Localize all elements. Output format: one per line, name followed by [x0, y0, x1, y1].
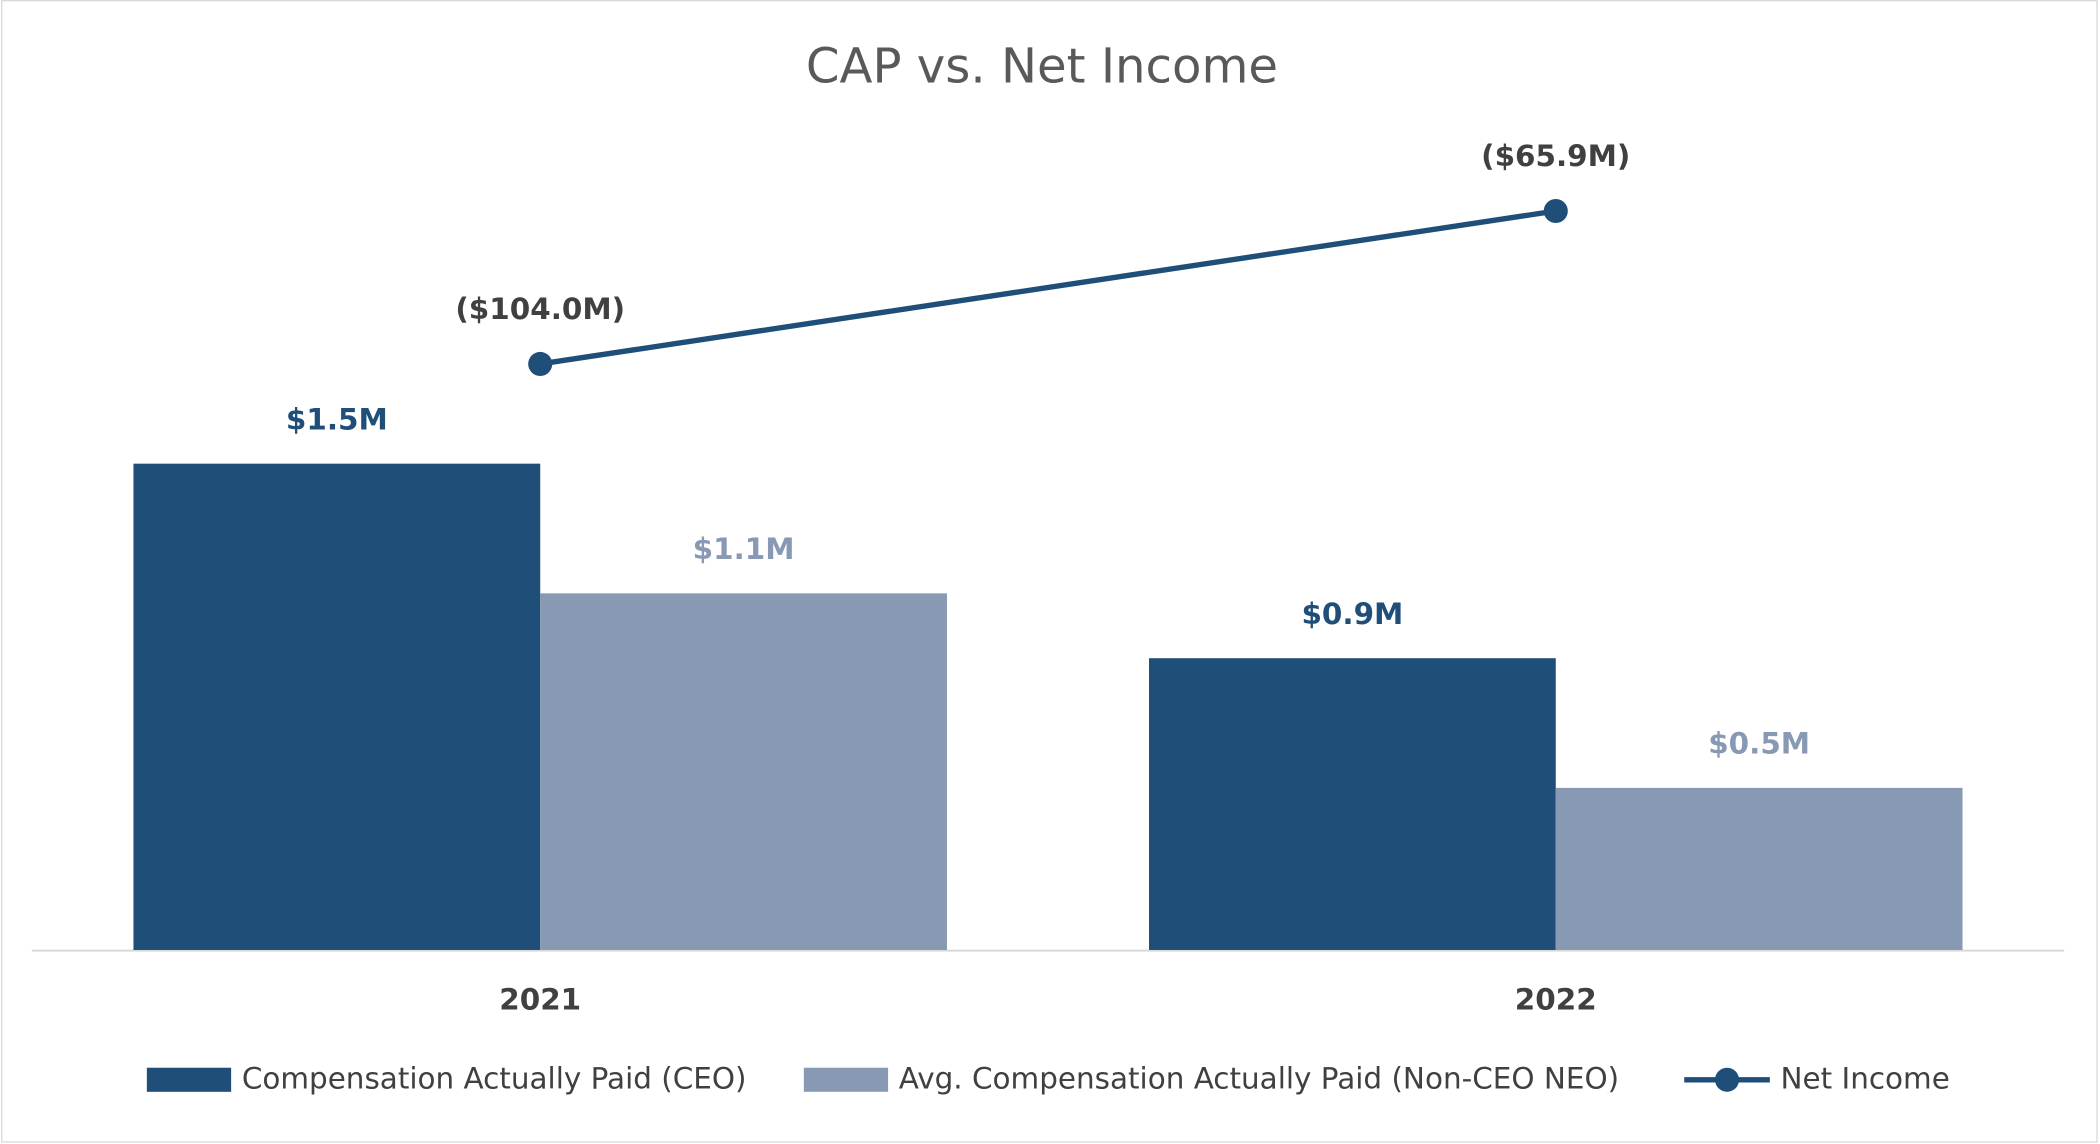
data-label: ($104.0M): [455, 292, 625, 326]
bar: [540, 593, 947, 950]
data-label: ($65.9M): [1481, 139, 1630, 173]
line-marker: [1543, 198, 1568, 224]
legend-swatch: [803, 1067, 889, 1092]
legend-label: Net Income: [1781, 1061, 1950, 1095]
bar: [133, 463, 541, 950]
legend-label: Avg. Compensation Actually Paid (Non-CEO…: [899, 1061, 1619, 1095]
data-label: $0.5M: [1708, 727, 1810, 761]
x-tick-label: 2022: [1515, 982, 1597, 1016]
chart-title: CAP vs. Net Income: [806, 39, 1278, 95]
x-tick-label: 2021: [499, 982, 581, 1016]
line: [539, 208, 1557, 367]
legend-swatch: [146, 1067, 232, 1092]
data-label: $0.9M: [1301, 597, 1403, 631]
data-label: $1.1M: [693, 532, 795, 566]
data-label: $1.5M: [286, 402, 388, 436]
legend-swatch: [1714, 1067, 1740, 1092]
bar: [1555, 787, 1963, 950]
legend-label: Compensation Actually Paid (CEO): [242, 1061, 747, 1095]
line-marker: [528, 351, 553, 376]
bar: [1149, 658, 1556, 950]
